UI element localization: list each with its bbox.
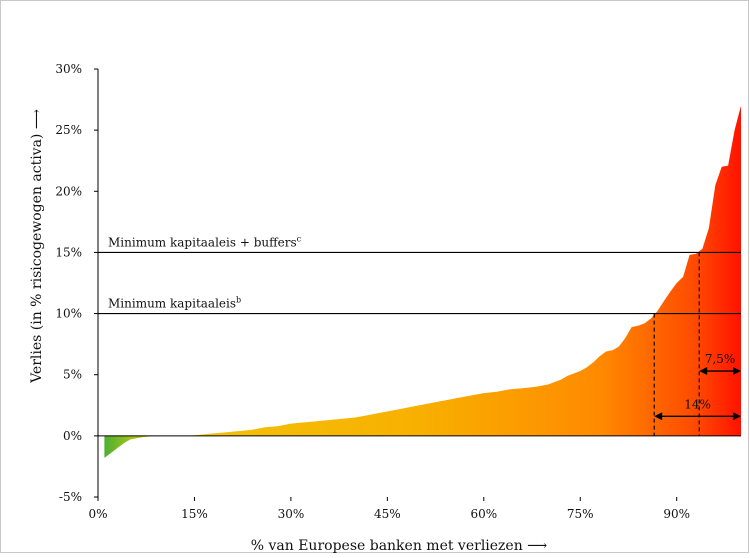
y-axis-title: Verlies (in % risicogewogen activa) ⟶ — [29, 109, 45, 384]
reference-line-label: Minimum kapitaaleisb — [108, 296, 241, 311]
y-tick-label: 30% — [55, 62, 82, 76]
y-tick-label: 15% — [55, 245, 82, 259]
y-tick-label: 20% — [55, 184, 82, 198]
y-tick-label: 0% — [63, 429, 82, 443]
x-tick-label: 90% — [663, 507, 690, 521]
x-tick-label: 60% — [470, 507, 497, 521]
arrow-head-right-icon — [733, 412, 741, 421]
x-tick-label: 15% — [181, 507, 208, 521]
loss-area — [104, 105, 741, 458]
x-tick-label: 45% — [374, 507, 401, 521]
x-axis-title: % van Europese banken met verliezen ⟶ — [251, 538, 548, 553]
x-tick-label: 75% — [567, 507, 594, 521]
x-tick-label: 30% — [278, 507, 305, 521]
arrow-head-right-icon — [733, 367, 741, 376]
annotation-label: 14% — [684, 397, 711, 411]
y-tick-label: 10% — [55, 307, 82, 321]
annotation-label: 7,5% — [705, 352, 736, 366]
reference-line-footnote: b — [236, 296, 241, 305]
reference-line-label: Minimum kapitaaleis + buffersc — [108, 234, 302, 249]
arrow-head-left-icon — [699, 367, 708, 376]
reference-line-footnote: c — [297, 234, 302, 243]
y-tick-label: 5% — [63, 368, 82, 382]
y-tick-label: -5% — [59, 490, 82, 504]
x-tick-label: 0% — [88, 507, 107, 521]
arrow-head-left-icon — [654, 412, 663, 421]
y-tick-label: 25% — [55, 123, 82, 137]
